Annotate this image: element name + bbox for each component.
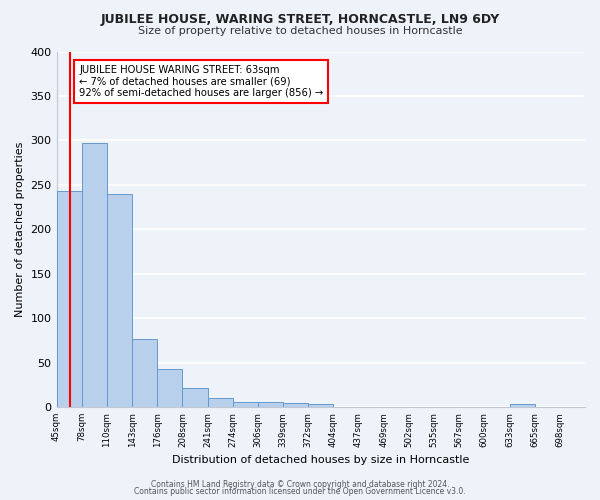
Bar xyxy=(157,368,182,407)
Bar xyxy=(208,398,233,407)
Bar xyxy=(308,404,334,407)
Bar xyxy=(107,194,132,407)
Text: JUBILEE HOUSE, WARING STREET, HORNCASTLE, LN9 6DY: JUBILEE HOUSE, WARING STREET, HORNCASTLE… xyxy=(100,12,500,26)
Bar xyxy=(132,338,157,407)
Bar xyxy=(182,388,208,407)
Text: Contains public sector information licensed under the Open Government Licence v3: Contains public sector information licen… xyxy=(134,488,466,496)
Bar xyxy=(56,191,82,407)
Text: Size of property relative to detached houses in Horncastle: Size of property relative to detached ho… xyxy=(137,26,463,36)
Y-axis label: Number of detached properties: Number of detached properties xyxy=(15,142,25,317)
Text: JUBILEE HOUSE WARING STREET: 63sqm
← 7% of detached houses are smaller (69)
92% : JUBILEE HOUSE WARING STREET: 63sqm ← 7% … xyxy=(79,65,323,98)
Bar xyxy=(509,404,535,407)
Text: Contains HM Land Registry data © Crown copyright and database right 2024.: Contains HM Land Registry data © Crown c… xyxy=(151,480,449,489)
X-axis label: Distribution of detached houses by size in Horncastle: Distribution of detached houses by size … xyxy=(172,455,469,465)
Bar xyxy=(283,404,308,407)
Bar xyxy=(82,143,107,407)
Bar xyxy=(258,402,283,407)
Bar xyxy=(233,402,258,407)
